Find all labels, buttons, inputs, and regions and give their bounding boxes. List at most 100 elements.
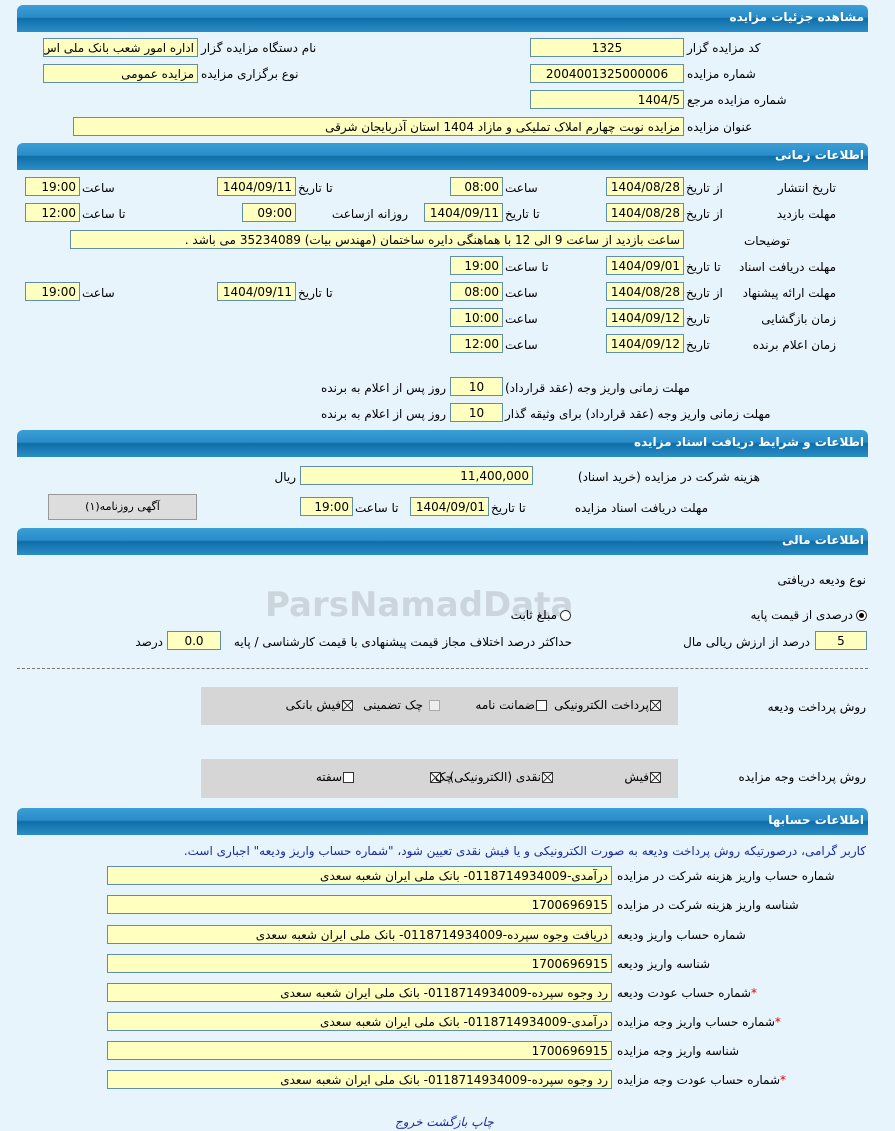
to-date-label: تا تاریخ [505,207,540,221]
org-name-field: اداره امور شعب بانک ملی اس [43,38,198,57]
section-title: اطلاعات و شرایط دریافت اسناد مزایده [633,435,864,449]
docs-deadline-label: مهلت دریافت اسناد مزایده [574,501,708,515]
account-label: شماره حساب واریز هزینه شرکت در مزایده [617,869,835,883]
accounts-notice: کاربر گرامی، درصورتیکه روش پرداخت ودیعه … [183,844,866,858]
to-date-label: تا تاریخ [491,501,526,515]
account-label: *شماره حساب عودت ودیعه [617,986,757,1000]
section-header-finance: اطلاعات مالی [17,528,868,555]
account-label: شناسه واریز ودیعه [617,957,711,971]
notes-label: توضیحات [743,234,790,248]
to-date-label: تا تاریخ [686,260,721,274]
fee-label: هزینه شرکت در مزایده (خرید اسناد) [577,470,760,484]
pay-deadline-collateral-suffix: روز پس از اعلام به برنده [321,407,446,421]
section-title: اطلاعات زمانی [775,148,864,162]
visit-to-date: 1404/09/11 [424,203,503,222]
from-date-label: از تاریخ [686,181,723,195]
opening-label: زمان بازگشایی [761,312,836,326]
auction-title-field: مزایده نوبت چهارم املاک تملیکی و مازاد 1… [73,117,684,136]
radio-percent[interactable] [856,610,867,621]
checkbox-bank-slip[interactable] [342,700,353,711]
account-label: شناسه واریز هزینه شرکت در مزایده [617,898,799,912]
time-label: ساعت [82,286,115,300]
divider [17,668,868,669]
max-diff-field: 0.0 [167,631,221,650]
newspaper-ad-button[interactable]: آگهی روزنامه(۱) [48,494,197,520]
auction-number-label: شماره مزایده [687,67,756,81]
account-deposit-refund: رد وجوه سپرده-0118714934009- بانک ملی ای… [107,983,612,1002]
visit-from-date: 1404/08/28 [606,203,684,222]
pay-deadline-collateral-days: 10 [450,403,503,422]
checkbox-cash-electronic[interactable] [542,772,553,783]
section-title: اطلاعات مالی [781,533,864,547]
ref-number-label: شماره مزایده مرجع [687,93,787,107]
currency-label: ریال [274,470,296,484]
visit-label: مهلت بازدید [776,207,836,221]
auction-number-field: 2004001325000006 [530,64,684,83]
checkbox-label: پرداخت الکترونیکی [554,698,649,712]
checkbox-promissory[interactable] [343,772,354,783]
account-deposit-id: 1700696915 [107,954,612,973]
visit-to-time: 12:00 [25,203,80,222]
checkbox-check[interactable] [430,772,441,783]
checkbox-electronic[interactable] [650,700,661,711]
radio-fixed-label: مبلغ ثابت [510,608,557,622]
winner-label: زمان اعلام برنده [752,338,836,352]
time-label: ساعت [82,181,115,195]
checkbox-cheque[interactable] [429,700,440,711]
percent-unit-label: درصد [135,635,163,649]
notes-field: ساعت بازدید از ساعت 9 الی 12 با هماهنگی … [70,230,684,249]
section-title: مشاهده جزئیات مزایده [729,10,864,24]
account-label: شناسه واریز وجه مزایده [617,1044,740,1058]
pay-deadline-days: 10 [450,377,503,396]
winner-date: 1404/09/12 [606,334,684,353]
radio-fixed[interactable] [560,610,571,621]
account-payment-number: درآمدی-0118714934009- بانک ملی ایران شعب… [107,1012,612,1031]
time-label: ساعت [505,181,538,195]
account-label: *شماره حساب واریز وجه مزایده [617,1015,781,1029]
date-label: تاریخ [686,312,710,326]
account-fee-id: 1700696915 [107,895,612,914]
back-link[interactable]: بازگشت [426,1115,468,1129]
deposit-methods-label: روش پرداخت ودیعه [767,700,866,714]
checkbox-slip[interactable] [650,772,661,783]
auction-title-label: عنوان مزایده [687,120,753,134]
publish-from-time: 08:00 [450,177,503,196]
exit-link[interactable]: خروج [395,1115,423,1129]
offer-to-time: 19:00 [25,282,80,301]
checkbox-label: سفته [315,770,342,784]
watermark-logo: ParsNamadData [265,585,574,625]
account-payment-refund: رد وجوه سپرده-0118714934009- بانک ملی ای… [107,1070,612,1089]
to-time-label: تا ساعت [82,207,126,221]
offer-from-date: 1404/08/28 [606,282,684,301]
section-header-timing: اطلاعات زمانی [17,143,868,170]
deposit-methods-box: پرداخت الکترونیکی ضمانت نامه چک تضمینی ف… [201,687,678,725]
print-link[interactable]: چاپ [471,1115,494,1129]
payment-methods-label: روش پرداخت وجه مزایده [738,770,866,784]
checkbox-guarantee[interactable] [536,700,547,711]
section-header-accounts: اطلاعات حسابها [17,808,868,835]
offer-to-date: 1404/09/11 [217,282,296,301]
fee-field: 11,400,000 [300,466,533,485]
pay-deadline-suffix: روز پس از اعلام به برنده [321,381,446,395]
time-label: ساعت [505,286,538,300]
time-label: ساعت [505,338,538,352]
docs-deadline-date: 1404/09/01 [410,497,489,516]
to-time-label: تا ساعت [505,260,549,274]
checkbox-label: فیش بانکی [285,698,341,712]
checkbox-label: ضمانت نامه [475,698,535,712]
from-date-label: از تاریخ [686,207,723,221]
publish-from-date: 1404/08/28 [606,177,684,196]
opening-date: 1404/09/12 [606,308,684,327]
required-mark: * [780,1073,787,1087]
from-date-label: از تاریخ [686,286,723,300]
pay-deadline-label: مهلت زمانی واریز وجه (عقد قرارداد) [505,381,690,395]
time-label: ساعت [505,312,538,326]
to-time-label: تا ساعت [355,501,399,515]
docs-receive-to-date: 1404/09/01 [606,256,684,275]
deposit-percent-label: درصد از ارزش ریالی مال [683,635,810,649]
section-title: اطلاعات حسابها [768,813,864,827]
auction-type-field: مزایده عمومی [43,64,198,83]
account-deposit-number: دریافت وجوه سپرده-0118714934009- بانک مل… [107,925,612,944]
auction-type-label: نوع برگزاری مزایده [201,67,299,81]
